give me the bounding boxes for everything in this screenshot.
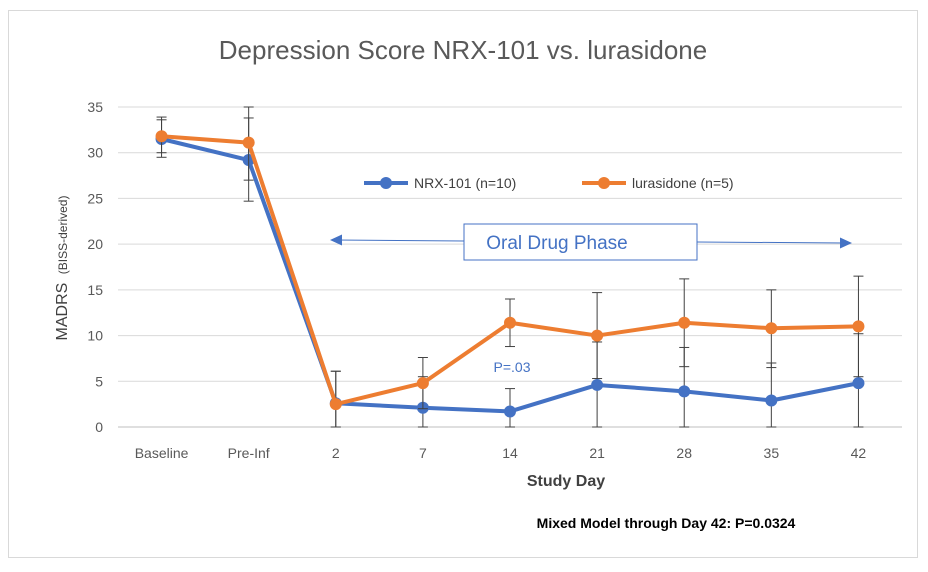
oral-drug-phase-annotation: Oral Drug Phase [330, 223, 852, 261]
x-tick-label: 35 [764, 445, 780, 461]
x-tick-label: 2 [332, 445, 340, 461]
y-tick-label: 35 [87, 99, 103, 115]
legend-label-lurasidone: lurasidone (n=5) [632, 175, 734, 191]
data-point-nrx101 [852, 377, 865, 390]
series-nrx101 [155, 117, 865, 428]
data-point-lurasidone [591, 329, 604, 342]
y-tick-label: 0 [95, 419, 103, 435]
y-tick-label: 20 [87, 236, 103, 252]
y-axis-title-sub: (BISS-derived) [56, 196, 70, 275]
phase-arrow-line-left [335, 239, 465, 242]
data-point-nrx101 [678, 385, 691, 398]
phase-label: Oral Drug Phase [486, 233, 628, 254]
legend-label-nrx101: NRX-101 (n=10) [414, 175, 516, 191]
y-tick-label: 25 [87, 190, 103, 206]
y-axis-title: MADRS (BISS-derived) [54, 196, 71, 341]
y-tick-label: 5 [95, 373, 103, 389]
data-point-lurasidone [242, 136, 255, 149]
y-tick-label: 10 [87, 328, 103, 344]
phase-label-box [463, 223, 698, 261]
chart-title: Depression Score NRX-101 vs. lurasidone [219, 35, 707, 65]
x-tick-label: 14 [502, 445, 518, 461]
data-point-lurasidone [416, 377, 429, 390]
series-layer [155, 106, 865, 428]
x-axis-ticks: Baseline Pre-Inf 2 7 14 21 28 35 42 [135, 445, 867, 461]
legend-marker-lurasidone-icon [598, 177, 610, 189]
data-point-lurasidone [678, 316, 691, 329]
x-tick-label: 28 [676, 445, 692, 461]
y-tick-label: 15 [87, 282, 103, 298]
y-axis-ticks: 0 5 10 15 20 25 30 35 [87, 99, 103, 435]
data-point-lurasidone [155, 130, 168, 143]
x-tick-label: 42 [851, 445, 867, 461]
x-axis-title: Study Day [527, 473, 605, 490]
legend: NRX-101 (n=10) lurasidone (n=5) [364, 175, 734, 191]
data-point-lurasidone [852, 320, 865, 333]
y-axis-title-main: MADRS [54, 283, 71, 341]
data-point-lurasidone [765, 322, 778, 335]
phase-arrow-head-right-icon [840, 237, 852, 249]
data-point-nrx101 [591, 378, 604, 391]
phase-arrow-head-left-icon [330, 234, 342, 246]
x-tick-label: Baseline [135, 445, 189, 461]
legend-item-nrx101: NRX-101 (n=10) [364, 175, 516, 191]
legend-marker-nrx101-icon [380, 177, 392, 189]
chart-frame [8, 10, 918, 558]
phase-arrow-line-right [696, 241, 847, 244]
pvalue-annotation: P=.03 [494, 359, 531, 375]
footnote: Mixed Model through Day 42: P=0.0324 [537, 515, 796, 531]
x-tick-label: Pre-Inf [228, 445, 270, 461]
data-point-lurasidone [504, 316, 516, 329]
x-tick-label: 21 [589, 445, 605, 461]
series-lurasidone [155, 106, 865, 428]
data-point-nrx101 [765, 394, 778, 407]
legend-item-lurasidone: lurasidone (n=5) [582, 175, 734, 191]
data-point-lurasidone [329, 398, 342, 411]
y-tick-label: 30 [87, 145, 103, 161]
x-tick-label: 7 [419, 445, 427, 461]
data-point-nrx101 [504, 405, 516, 418]
